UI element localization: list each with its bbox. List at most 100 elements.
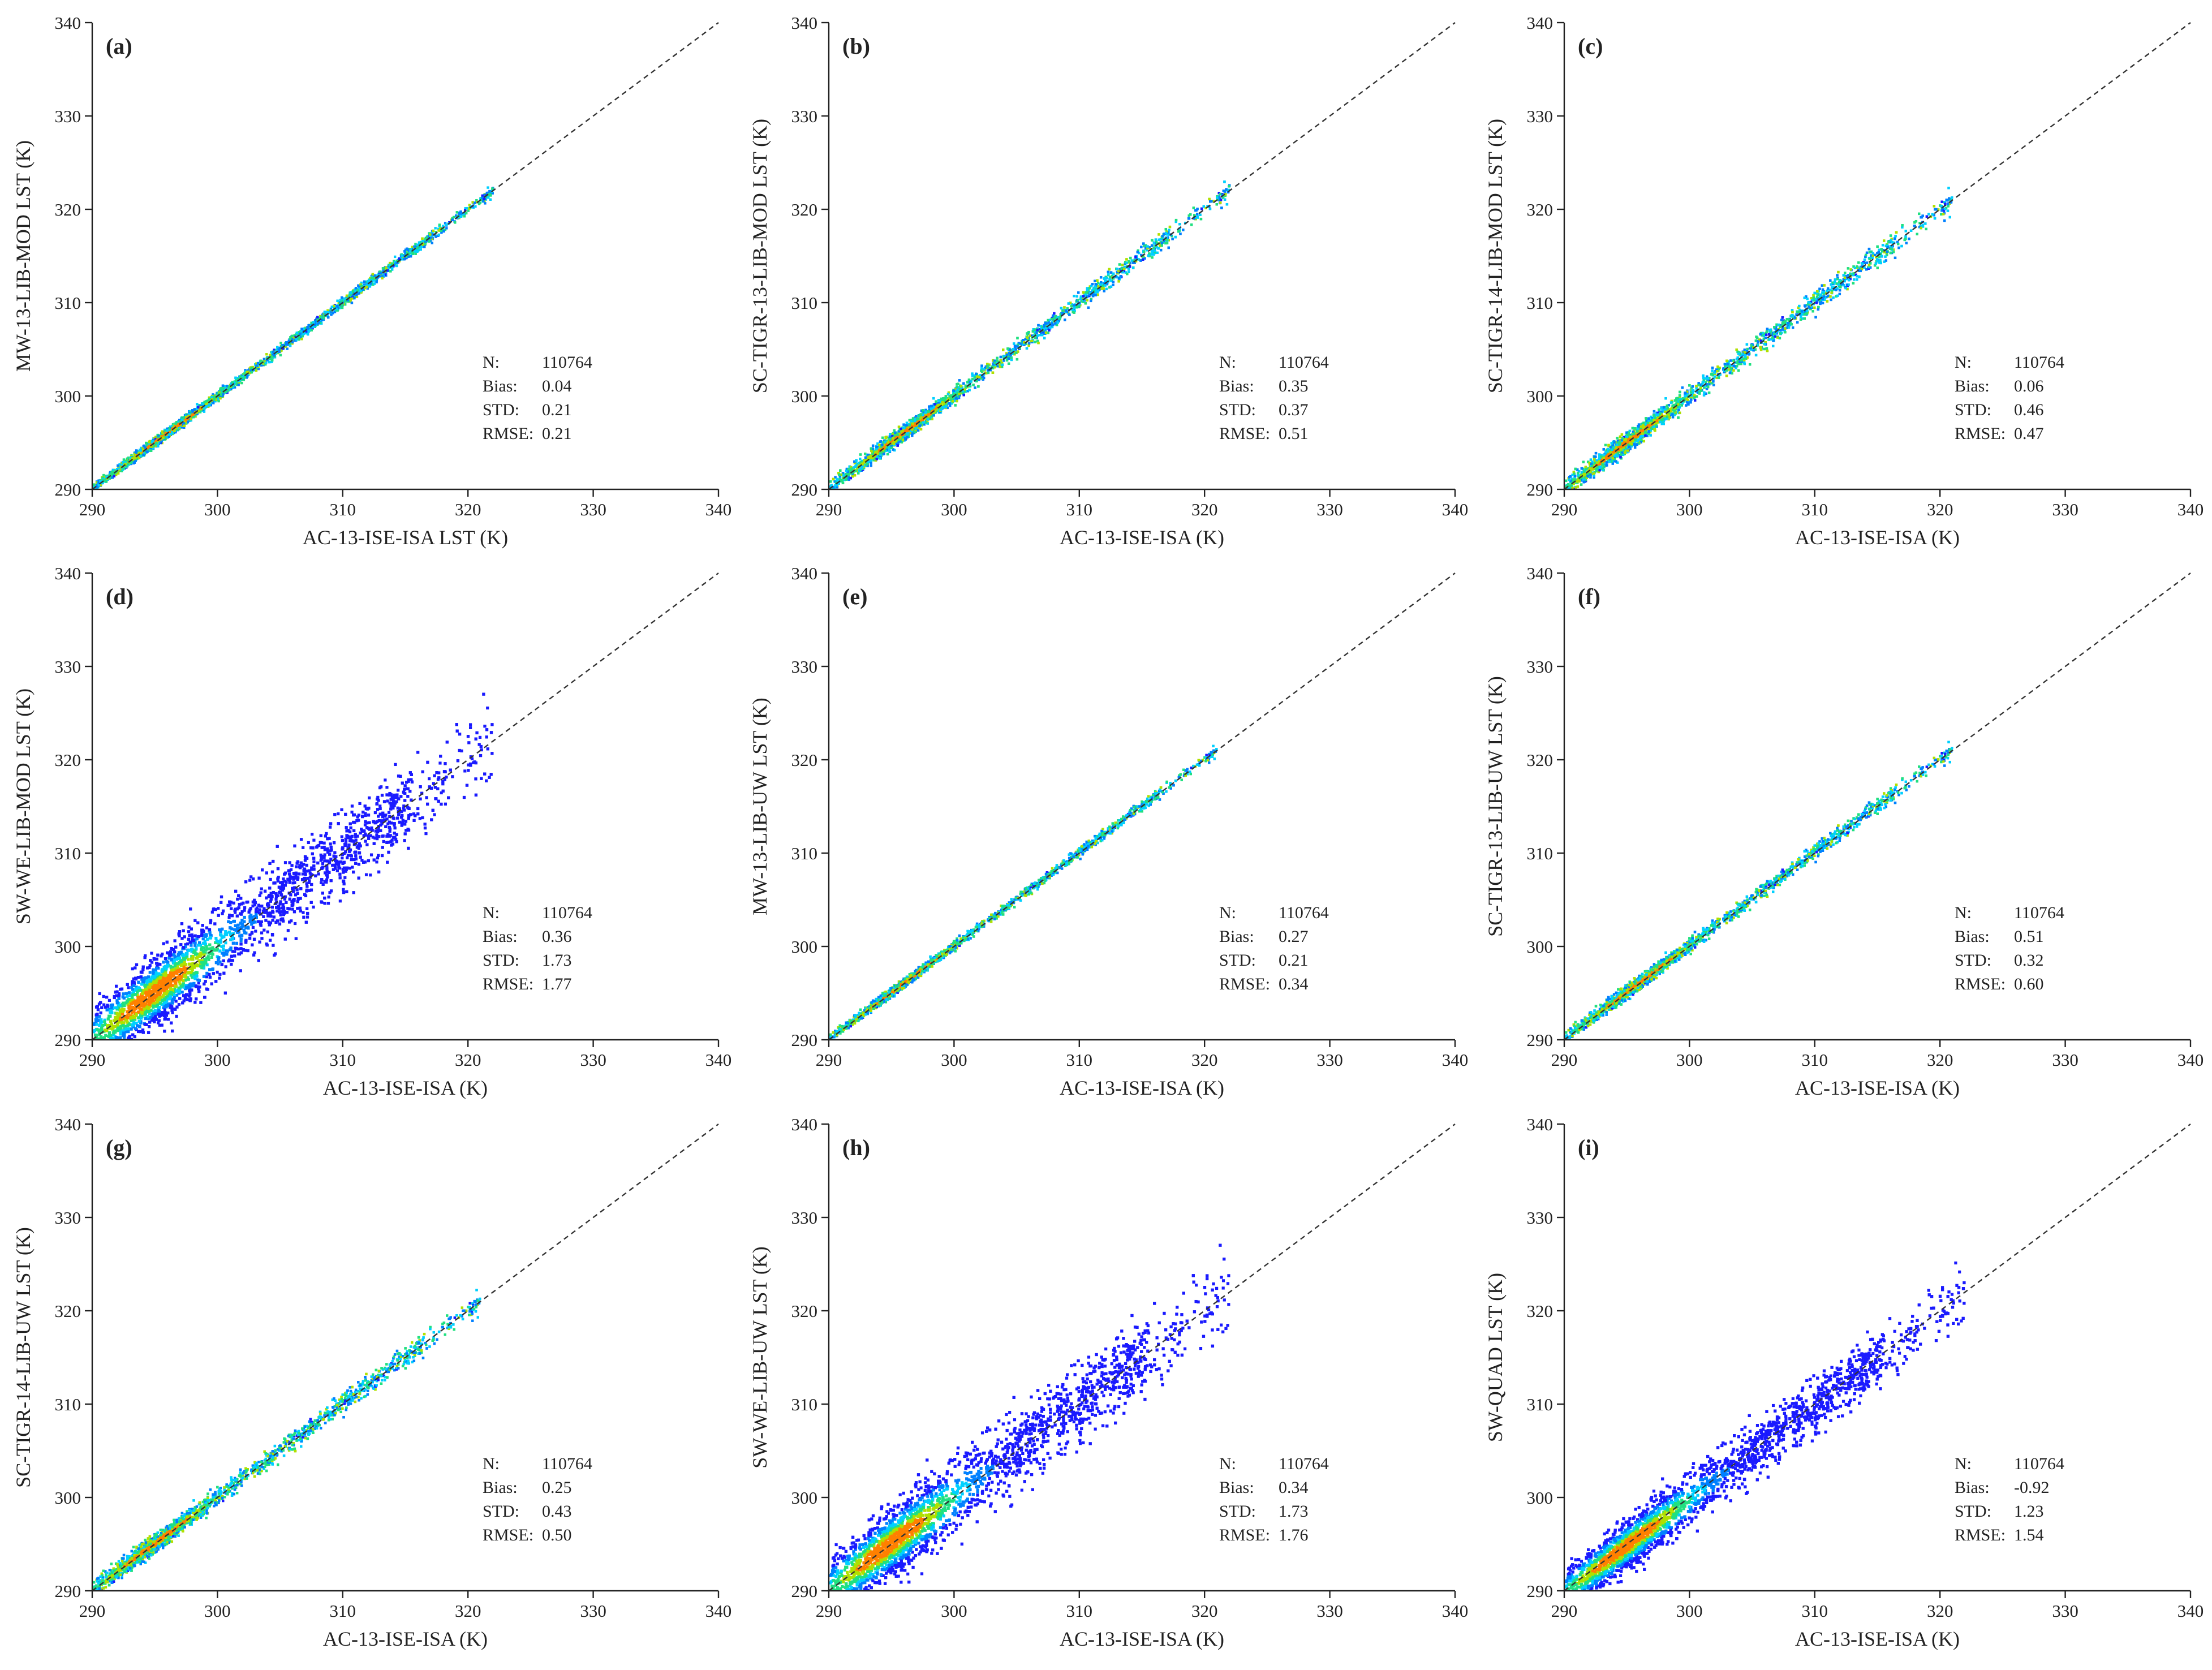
panel-a: 290 300 310 320 330 340290300310320330340AC-1… xyxy=(12,13,731,549)
y-axis-label: MW-13-LIB-MOD LST (K) xyxy=(12,140,35,372)
scatter-point xyxy=(423,239,425,242)
scatter-point xyxy=(147,446,149,450)
scatter-point xyxy=(137,451,141,455)
scatter-point xyxy=(161,432,164,436)
scatter-point xyxy=(310,329,313,332)
scatter-point xyxy=(133,459,136,463)
scatter-point xyxy=(126,457,129,460)
scatter-point xyxy=(420,245,423,248)
scatter-point xyxy=(343,300,347,303)
scatter-point xyxy=(224,388,227,390)
scatter-point xyxy=(423,246,426,248)
scatter-point xyxy=(286,347,289,350)
scatter-point xyxy=(353,296,356,300)
scatter-point xyxy=(378,270,381,273)
scatter-point xyxy=(221,394,224,397)
scatter-point xyxy=(307,330,310,333)
scatter-point xyxy=(359,289,363,291)
scatter-point xyxy=(188,413,191,416)
scatter-point xyxy=(145,451,148,454)
scatter-point xyxy=(299,335,302,338)
scatter-point xyxy=(240,377,244,380)
scatter-point xyxy=(228,388,231,391)
scatter-point xyxy=(129,461,132,464)
scatter-point xyxy=(145,444,148,447)
scatter-point xyxy=(341,296,343,299)
scatter-point xyxy=(364,281,368,283)
scatter-point xyxy=(233,381,236,384)
scatter-point xyxy=(442,225,445,227)
scatter-point xyxy=(213,398,216,401)
scatter-point xyxy=(381,267,385,270)
scatter-point xyxy=(421,240,424,243)
scatter-point xyxy=(248,372,251,375)
scatter-points xyxy=(92,186,494,489)
scatter-point xyxy=(148,447,152,451)
scatter-point xyxy=(197,410,200,412)
scatter-point xyxy=(167,427,171,430)
scatter-point xyxy=(390,268,394,271)
scatter-point xyxy=(266,359,269,361)
scatter-point xyxy=(373,279,376,282)
scatter-point xyxy=(239,375,242,378)
scatter-point xyxy=(310,326,313,329)
scatter-point xyxy=(322,317,325,320)
scatter-point xyxy=(223,385,226,388)
scatter-point xyxy=(114,473,118,476)
scatter-point xyxy=(358,286,360,289)
scatter-point xyxy=(95,484,98,487)
scatter-point xyxy=(416,250,419,253)
scatter-point xyxy=(126,463,129,466)
scatter-point xyxy=(166,427,169,431)
scatter-point xyxy=(373,274,376,277)
scatter-point xyxy=(434,230,437,234)
y-tick-label: 330 xyxy=(55,106,81,126)
scatter-point xyxy=(121,470,123,472)
scatter-point xyxy=(108,476,111,479)
x-tick-label: 310 xyxy=(330,500,356,519)
scatter-point xyxy=(489,198,492,201)
scatter-point xyxy=(481,194,484,197)
scatter-point xyxy=(445,223,448,226)
scatter-point xyxy=(173,424,176,427)
scatter-point xyxy=(233,386,236,389)
scatter-point xyxy=(170,431,173,434)
scatter-point xyxy=(93,483,96,486)
stat-label: Bias: xyxy=(483,377,518,395)
scatter-point xyxy=(406,252,409,255)
scatter-point xyxy=(169,428,171,431)
scatter-point xyxy=(220,386,223,390)
scatter-points xyxy=(829,180,1231,489)
scatter-point xyxy=(140,449,143,452)
scatter-point xyxy=(281,347,285,350)
scatter-point xyxy=(122,467,125,470)
scatter-point xyxy=(281,344,284,347)
scatter-point xyxy=(439,227,442,230)
scatter-point xyxy=(255,362,258,365)
scatter-point xyxy=(285,345,287,348)
scatter-point xyxy=(455,214,458,217)
scatter-point xyxy=(300,338,303,341)
scatter-point xyxy=(203,401,206,403)
scatter-point xyxy=(218,391,221,394)
scatter-point xyxy=(294,339,297,342)
scatter-point xyxy=(181,419,184,421)
scatter-point xyxy=(182,422,185,425)
scatter-point xyxy=(357,287,360,290)
scatter-point xyxy=(336,305,339,308)
scatter-point xyxy=(134,453,136,455)
scatter-point xyxy=(371,273,375,276)
scatter-point xyxy=(416,243,419,246)
scatter-point xyxy=(319,321,322,324)
scatter-point xyxy=(430,236,433,239)
x-tick-label: 290 xyxy=(79,500,106,519)
scatter-point xyxy=(464,207,467,210)
scatter-point xyxy=(451,218,454,221)
scatter-point xyxy=(119,467,122,470)
scatter-point xyxy=(226,389,230,392)
scatter-point xyxy=(276,349,278,352)
scatter-point xyxy=(236,377,240,381)
scatter-point xyxy=(124,460,127,463)
scatter-point xyxy=(269,358,272,360)
scatter-point xyxy=(414,252,417,255)
